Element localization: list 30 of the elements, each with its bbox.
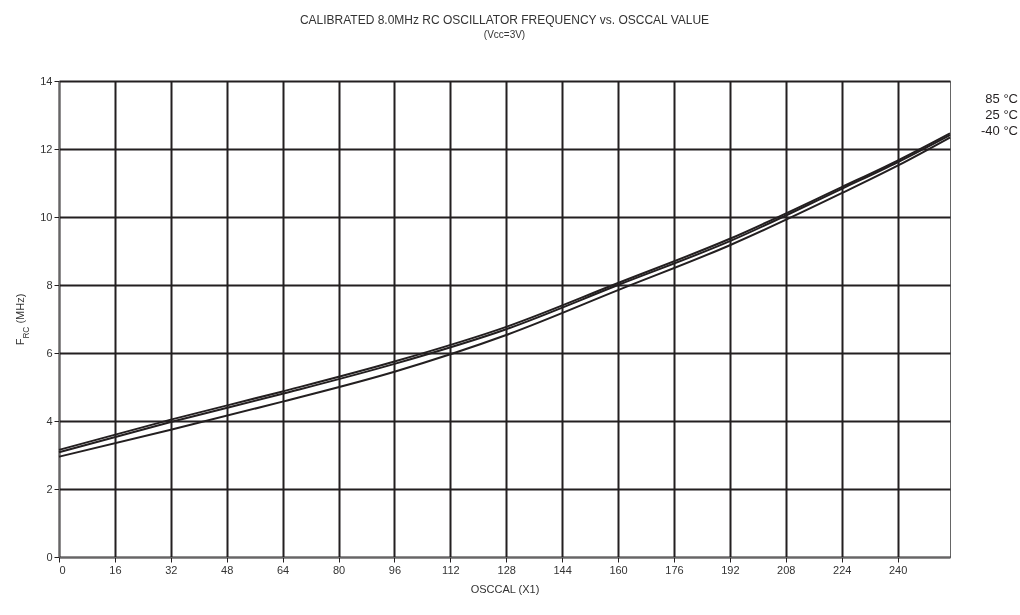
text: -40 °C <box>981 123 1018 139</box>
y-tick-label: 12 <box>40 142 53 155</box>
y-tick-label: 6 <box>46 346 53 359</box>
x-tick-label: 64 <box>277 563 290 576</box>
x-tick-label: 192 <box>721 563 740 576</box>
x-tick-label: 96 <box>388 563 402 576</box>
x-tick-label: 160 <box>609 563 628 576</box>
x-tick-label: 48 <box>221 563 234 576</box>
x-tick-label: 80 <box>332 563 346 576</box>
y-tick-label: 0 <box>46 550 53 563</box>
x-tick-label: 176 <box>665 563 684 576</box>
x-tick-label: 208 <box>777 563 796 576</box>
x-tick-label: 240 <box>888 563 908 576</box>
x-tick-label: 224 <box>833 563 852 576</box>
chart-subtitle: (Vcc=3V) <box>483 29 526 40</box>
x-tick-label: 144 <box>553 563 572 576</box>
x-tick-label: 0 <box>59 563 66 576</box>
x-tick-label: 16 <box>109 563 122 576</box>
y-tick-label: 8 <box>46 278 53 291</box>
x-axis-title: OSCCAL (X1) <box>470 582 540 595</box>
y-tick-label: 2 <box>46 482 53 495</box>
x-tick-label: 32 <box>165 563 178 576</box>
y-tick-label: 10 <box>40 210 53 223</box>
chart-title: CALIBRATED 8.0MHz RC OSCILLATOR FREQUENCY vs. OSCCAL VALUE <box>299 13 710 27</box>
x-tick-label: 128 <box>497 563 516 576</box>
text: 85 °C <box>985 91 1018 107</box>
text: 25 °C <box>985 107 1018 123</box>
y-tick-label: 4 <box>46 414 53 427</box>
x-tick-label: 112 <box>442 563 460 576</box>
y-tick-label: 14 <box>40 74 53 87</box>
